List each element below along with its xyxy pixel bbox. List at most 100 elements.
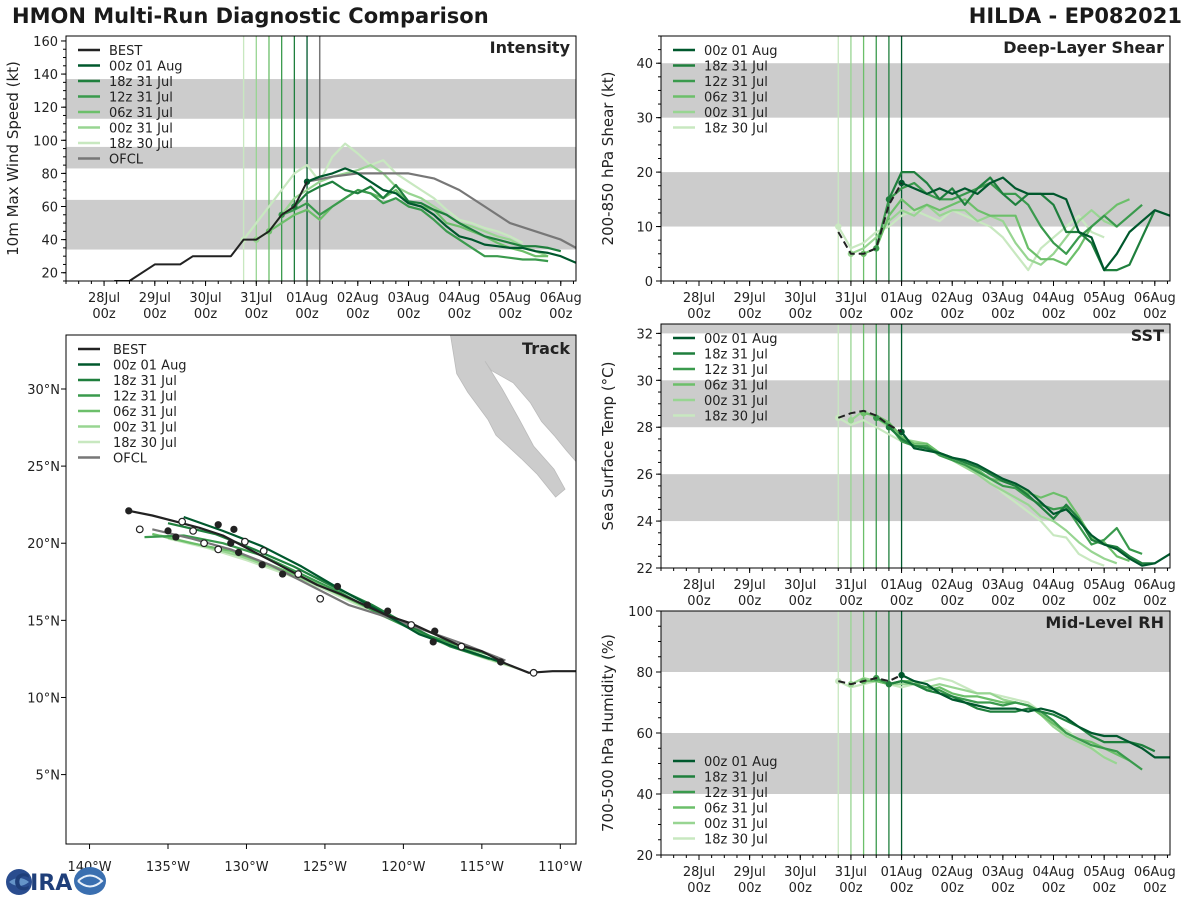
- x-tick-label: 28Jul: [683, 865, 715, 880]
- y-axis-label: 700-500 hPa Humidity (%): [599, 634, 617, 832]
- legend-label: 00z 31 Jul: [113, 421, 177, 436]
- track-marker-open: [240, 537, 249, 546]
- legend-label: 18z 30 Jul: [704, 833, 768, 848]
- legend-label: 00z 01 Aug: [113, 359, 187, 374]
- legend-label: 18z 30 Jul: [704, 410, 768, 425]
- x-tick-label: 115°W: [460, 860, 504, 875]
- plot-area: [661, 324, 1170, 568]
- x-tick-label: 05Aug: [1083, 291, 1125, 306]
- panel-shear: 01020304028Jul00z29Jul00z30Jul00z31Jul00…: [599, 35, 1176, 322]
- track-marker-open: [214, 545, 223, 554]
- y-tick-label: 30: [636, 112, 653, 127]
- x-tick-label: 00z: [245, 307, 269, 322]
- x-tick-label: 00z: [687, 881, 711, 896]
- series-line-00z-01-Aug: [901, 176, 1170, 272]
- y-tick-label: 32: [636, 327, 653, 342]
- y-tick-label: 160: [33, 35, 58, 50]
- y-tick-label: 30: [636, 374, 653, 389]
- map-frame: [65, 334, 577, 845]
- legend-label: 00z 31 Jul: [704, 106, 768, 121]
- y-tick-label: 10°N: [27, 691, 60, 706]
- series-line-00z-31-Jul: [850, 203, 1118, 266]
- x-tick-label: 120°W: [381, 860, 425, 875]
- x-tick-label: 29Jul: [139, 291, 171, 306]
- shaded-band: [66, 79, 576, 119]
- series-line-BEST: [837, 409, 903, 433]
- x-tick-label: 05Aug: [489, 291, 531, 306]
- land-mass: [450, 335, 576, 498]
- x-tick-label: 00z: [1042, 594, 1066, 609]
- shaded-band: [66, 199, 576, 250]
- x-tick-label: 29Jul: [734, 865, 766, 880]
- x-tick-label: 28Jul: [683, 291, 715, 306]
- track-marker-open: [529, 668, 538, 677]
- track-marker-open: [259, 547, 268, 555]
- track-line-00z-01-Aug: [183, 515, 502, 664]
- y-tick-label: 22: [636, 562, 653, 577]
- track-marker-filled: [384, 607, 392, 615]
- x-tick-label: 00z: [738, 594, 762, 609]
- track-marker-filled: [230, 525, 238, 533]
- x-tick-label: 03Aug: [388, 291, 430, 306]
- cira-logo: CIRA: [6, 867, 106, 896]
- x-tick-label: 00z: [839, 307, 863, 322]
- x-tick-label: 29Jul: [734, 578, 766, 593]
- x-tick-label: 30Jul: [784, 865, 816, 880]
- legend-label: OFCL: [113, 452, 148, 467]
- series-line-12z-31-Jul: [875, 181, 1143, 255]
- x-tick-label: 00z: [738, 881, 762, 896]
- shaded-band: [661, 380, 1170, 428]
- y-tick-label: 80: [41, 167, 58, 182]
- y-tick-label: 40: [41, 234, 58, 249]
- x-tick-label: 00z: [890, 307, 914, 322]
- shaded-band: [661, 172, 1170, 227]
- x-tick-label: 00z: [295, 307, 319, 322]
- track-marker-filled: [363, 601, 371, 609]
- legend-label: 06z 31 Jul: [109, 106, 173, 121]
- track-marker-filled: [258, 561, 266, 569]
- track-marker-filled: [214, 521, 222, 529]
- x-tick-label: 00z: [143, 307, 167, 322]
- track-marker-filled: [431, 627, 439, 635]
- legend-label: 00z 31 Jul: [704, 394, 768, 409]
- panel-rh: 2040608010028Jul00z29Jul00z30Jul00z31Jul…: [599, 605, 1176, 896]
- panel-title: SST: [1131, 326, 1164, 345]
- x-tick-label: 00z: [194, 307, 218, 322]
- x-tick-label: 02Aug: [931, 291, 973, 306]
- legend-label: 00z 31 Jul: [109, 122, 173, 137]
- track-marker-filled: [164, 527, 172, 535]
- x-tick-label: 00z: [1092, 881, 1116, 896]
- x-tick-label: 135°W: [146, 860, 190, 875]
- init-marker: [885, 681, 893, 688]
- x-tick-label: 00z: [687, 307, 711, 322]
- y-tick-label: 26: [636, 468, 653, 483]
- legend-label: 06z 31 Jul: [113, 405, 177, 420]
- init-marker: [835, 677, 842, 685]
- x-tick-label: 130°W: [224, 860, 268, 875]
- x-tick-label: 00z: [1042, 307, 1066, 322]
- init-marker: [835, 223, 842, 230]
- x-tick-label: 30Jul: [189, 291, 221, 306]
- shaded-band: [661, 474, 1170, 522]
- y-tick-label: 15°N: [27, 614, 60, 629]
- series-line-00z-01-Aug: [901, 674, 1170, 759]
- track-marker-open: [457, 642, 466, 651]
- y-tick-label: 80: [636, 666, 653, 681]
- x-tick-label: 06Aug: [1134, 291, 1176, 306]
- x-tick-label: 00z: [687, 594, 711, 609]
- series-line-06z-31-Jul: [863, 679, 1130, 762]
- legend-label: 00z 01 Aug: [109, 60, 183, 75]
- panel-title: Intensity: [490, 38, 571, 57]
- track-marker-open: [316, 594, 325, 603]
- x-tick-label: 00z: [991, 881, 1015, 896]
- track-marker-open: [407, 621, 416, 629]
- track-line-OFCL: [152, 528, 506, 662]
- logo-text: CIRA: [14, 871, 72, 896]
- y-tick-label: 20°N: [27, 537, 60, 552]
- legend-label: OFCL: [109, 153, 144, 168]
- y-tick-label: 24: [636, 515, 653, 530]
- legend-label: 18z 31 Jul: [113, 374, 177, 389]
- y-tick-label: 30°N: [27, 383, 60, 398]
- x-tick-label: 00z: [839, 881, 863, 896]
- axes-frame: [660, 323, 1171, 569]
